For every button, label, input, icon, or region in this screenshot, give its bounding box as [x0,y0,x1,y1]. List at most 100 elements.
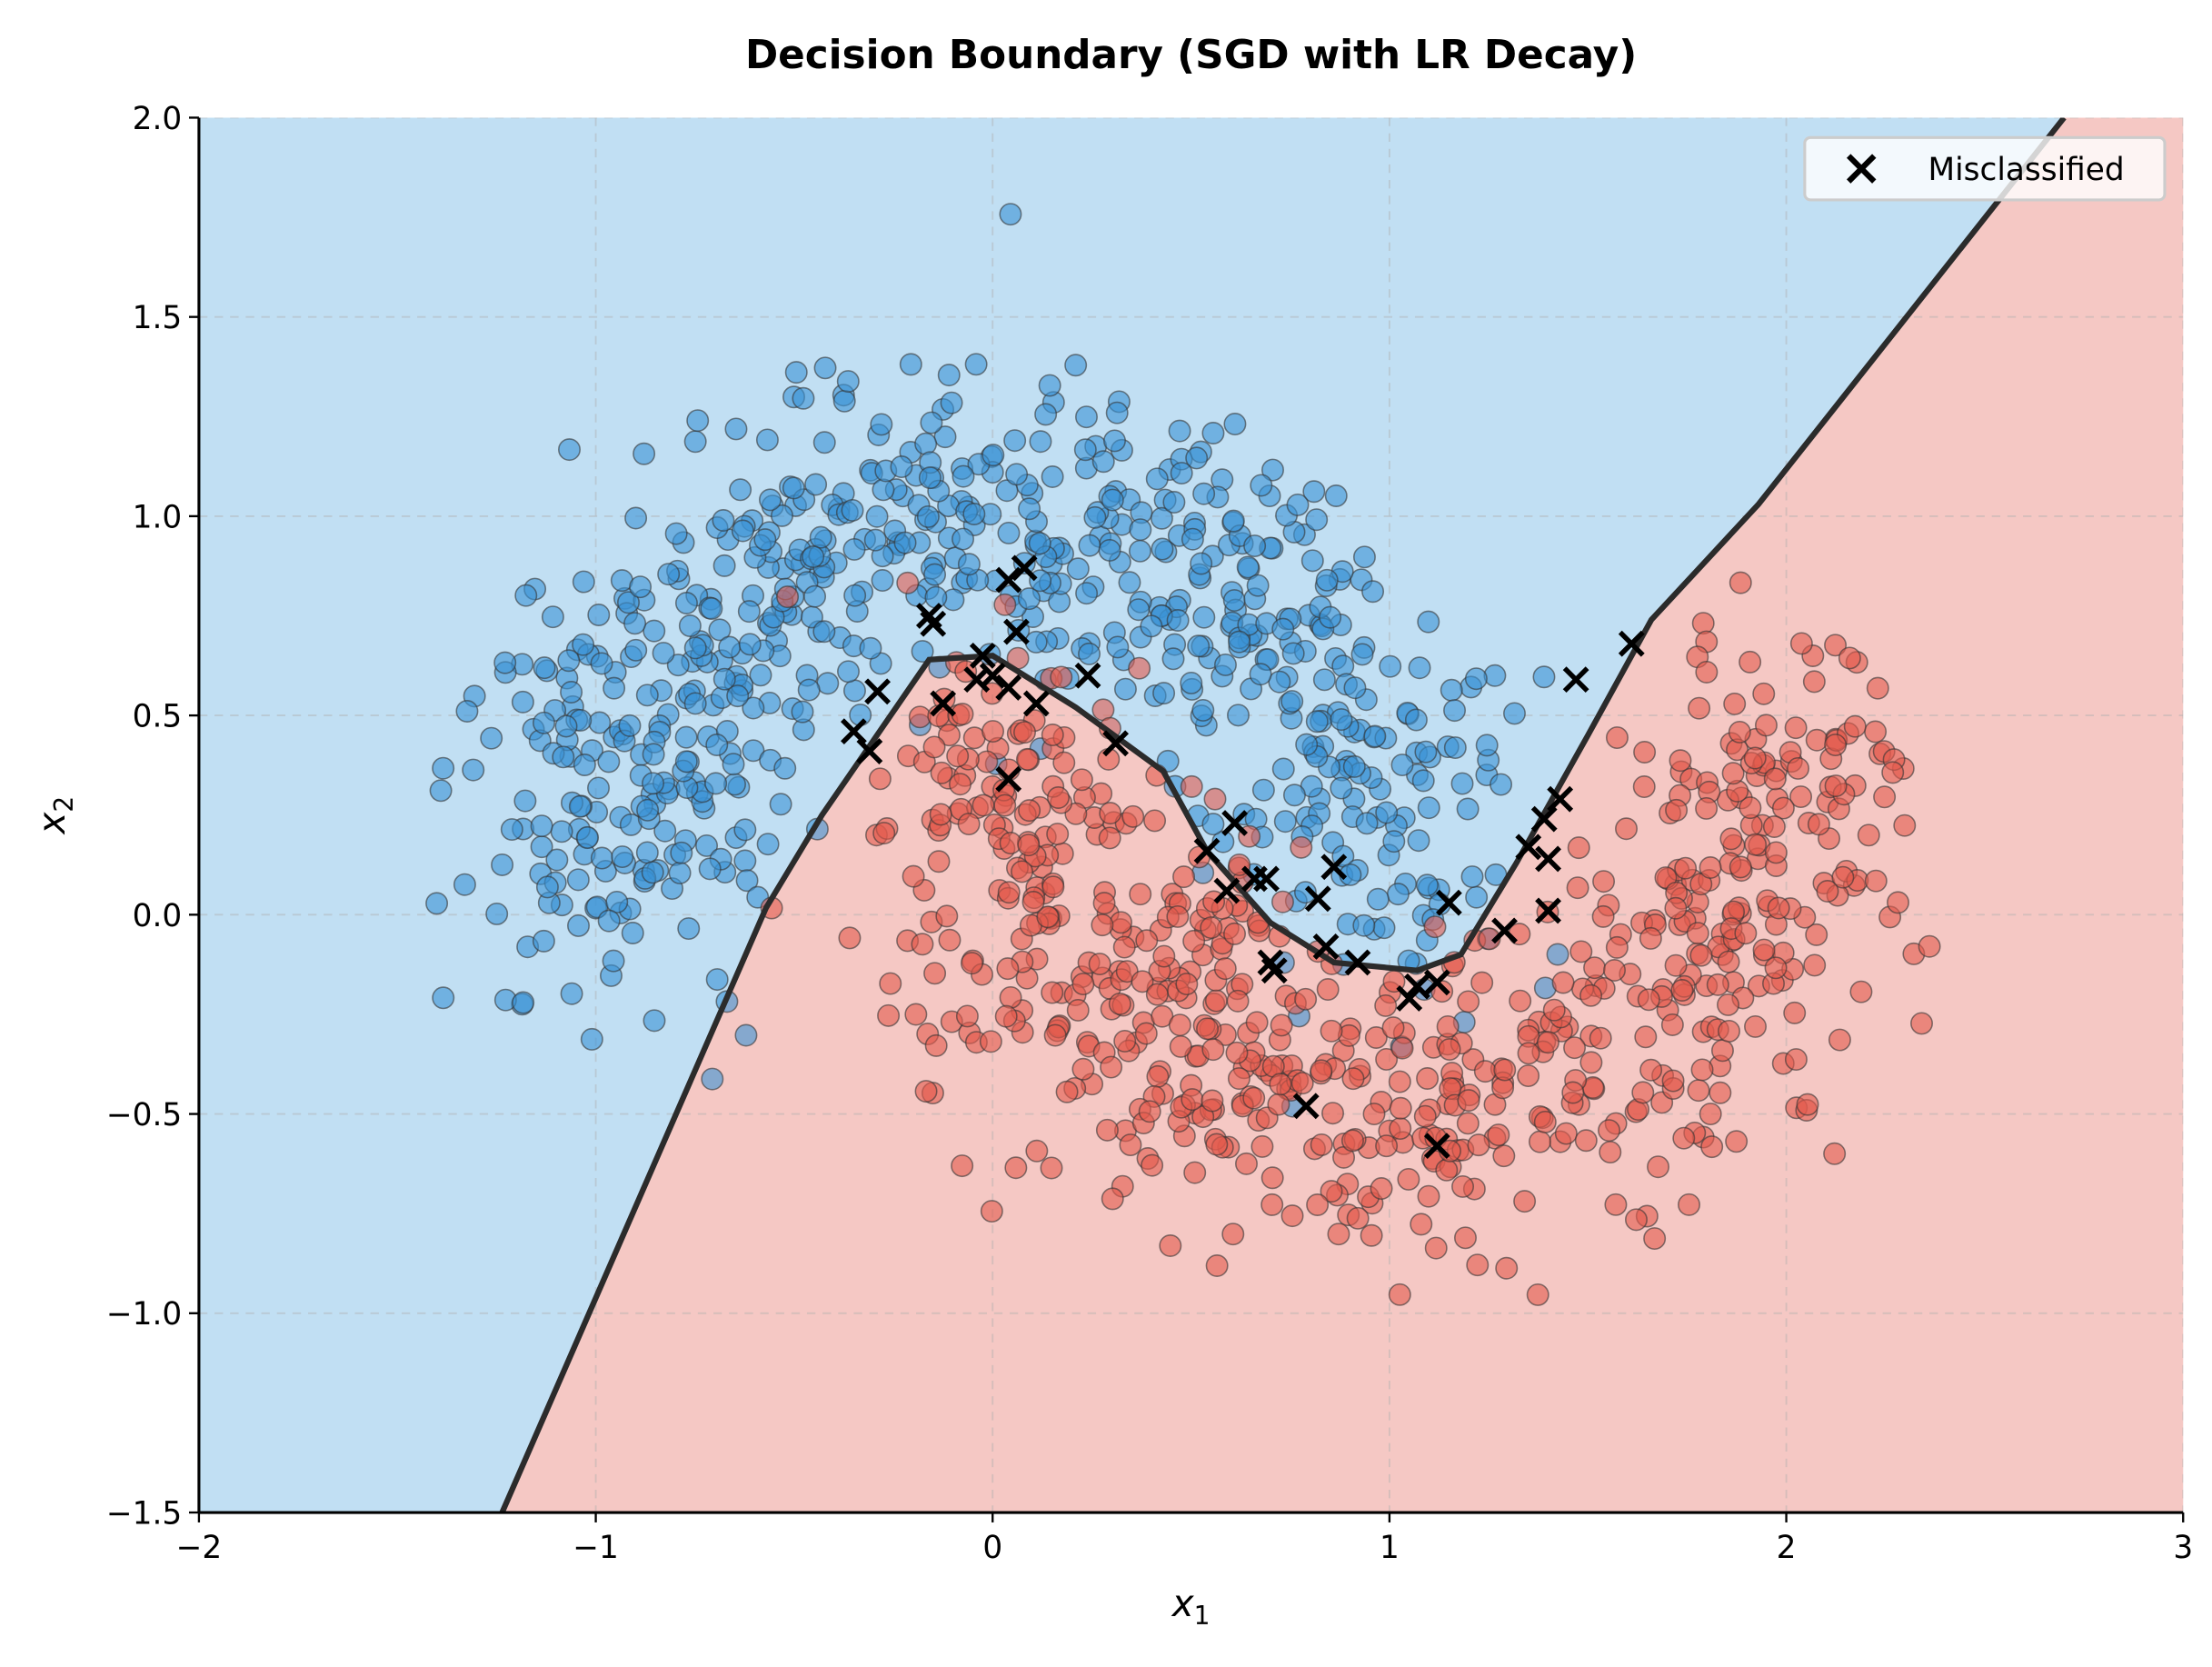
class0-point [1091,450,1115,474]
class1-point [1070,768,1093,792]
chart-title: Decision Boundary (SGD with LR Decay) [745,32,1637,78]
class1-point [1205,1133,1229,1156]
class0-point [513,789,537,813]
class1-point [1689,943,1713,967]
class1-point [1734,922,1758,945]
class1-point [1639,1058,1663,1082]
class1-point [997,881,1021,904]
class0-point [1460,865,1484,889]
class1-point [1159,1234,1182,1257]
x-stroke [1535,897,1561,924]
class1-point [868,767,892,791]
class1-point [1709,1081,1732,1104]
y-tick-label: 0.0 [133,898,183,934]
class0-point [642,772,665,795]
class1-point [1362,1103,1386,1126]
class1-point [1688,696,1711,720]
class1-point [1245,1011,1269,1034]
class1-point [981,720,1005,744]
class1-point [1310,1133,1333,1156]
class0-point [554,714,578,738]
class0-point [1168,419,1191,443]
class0-point [837,660,860,684]
class1-point [1824,634,1848,657]
class1-point [1574,1129,1598,1153]
class0-point [666,654,690,677]
class0-point [1118,571,1141,594]
class0-point [674,750,698,774]
class1-point [1739,650,1762,674]
class0-point [1185,446,1209,470]
class0-point [567,913,590,937]
class0-point [859,636,882,660]
class0-point [1127,598,1151,622]
class1-point [1388,1283,1411,1306]
class0-point [566,868,590,892]
class1-point [1370,1177,1393,1201]
x-stroke [1320,853,1348,881]
class0-point [1038,374,1061,397]
class1-point [1223,922,1246,945]
class0-point [1075,405,1098,429]
class1-point [1015,747,1039,771]
class0-point [1390,754,1414,777]
class0-point [700,597,723,620]
class0-point [1078,534,1101,557]
class0-point [1180,671,1203,694]
class0-point [1005,463,1029,486]
class0-point [1140,614,1163,638]
class0-point [809,525,832,549]
class0-point [429,779,453,803]
class1-point [1816,880,1839,903]
class1-point [1267,1093,1290,1116]
class1-point [1752,938,1776,962]
x-stroke [1547,785,1574,813]
class0-point [920,411,943,434]
class1-point [1011,860,1034,883]
y-tick-label: 1.5 [133,300,183,336]
x-stroke [930,690,957,717]
class0-point [733,849,757,873]
x-stroke [1396,985,1423,1012]
class1-point [1864,720,1888,744]
class1-point [1664,896,1688,920]
class1-point [1831,865,1855,889]
class0-point [863,528,887,552]
legend: Misclassified [1803,135,2167,202]
class1-point [1055,1080,1079,1103]
class0-point [1227,704,1250,727]
class0-point [708,618,732,642]
class0-point [1041,465,1064,488]
class1-point [1050,665,1073,689]
class1-point [1789,785,1813,809]
x-stroke [1562,666,1589,694]
misclassified-marker [1292,1093,1320,1120]
class0-point [1201,422,1225,444]
class1-point [937,724,961,747]
misclassified-marker [1011,554,1038,582]
class0-point [865,504,889,528]
class1-point [1213,957,1237,981]
class0-point [1017,587,1041,611]
class0-point [1282,784,1306,807]
class1-point [1805,728,1828,752]
x-stroke [1344,949,1371,976]
class0-point [1483,664,1507,687]
class0-point [1191,698,1215,722]
class1-point [1784,1048,1808,1072]
misclassified-marker [840,718,867,745]
x-tick-label: 2 [1777,1530,1797,1566]
class1-point [1598,1119,1620,1143]
class0-point [1145,467,1169,491]
class1-point [1456,1112,1480,1135]
class0-point [1305,508,1329,532]
class1-point [1113,1029,1137,1053]
misclassified-marker [1260,957,1288,984]
class1-point [896,571,920,594]
class1-point [1517,1064,1540,1088]
class1-point [1397,1167,1420,1191]
class0-point [668,861,692,884]
class0-point [1223,413,1247,435]
class1-point [1181,1088,1204,1112]
class1-point [904,1003,928,1026]
